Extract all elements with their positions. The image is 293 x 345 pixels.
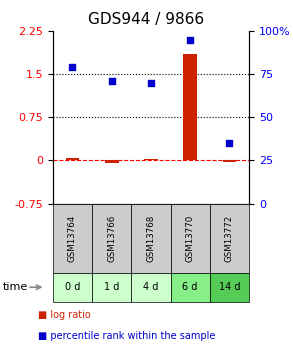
Bar [223, 160, 236, 161]
Text: time: time [3, 282, 28, 292]
Text: GSM13766: GSM13766 [107, 215, 116, 262]
Text: 0 d: 0 d [65, 282, 80, 292]
Point [188, 37, 193, 42]
Text: 6 d: 6 d [183, 282, 198, 292]
Text: 1 d: 1 d [104, 282, 119, 292]
Text: 14 d: 14 d [219, 282, 240, 292]
Point [70, 65, 75, 70]
Point [109, 78, 114, 84]
Text: ■ percentile rank within the sample: ■ percentile rank within the sample [38, 331, 215, 341]
Point [227, 140, 232, 146]
Bar [105, 160, 118, 163]
Text: GSM13768: GSM13768 [146, 215, 155, 262]
Text: GSM13772: GSM13772 [225, 215, 234, 262]
Bar [66, 158, 79, 160]
Text: GSM13764: GSM13764 [68, 215, 77, 262]
Point [149, 80, 153, 86]
Text: ■ log ratio: ■ log ratio [38, 310, 91, 321]
Text: GDS944 / 9866: GDS944 / 9866 [88, 12, 205, 27]
Bar [144, 159, 158, 160]
Text: 4 d: 4 d [143, 282, 159, 292]
Text: GSM13770: GSM13770 [186, 215, 195, 262]
Bar [183, 54, 197, 160]
